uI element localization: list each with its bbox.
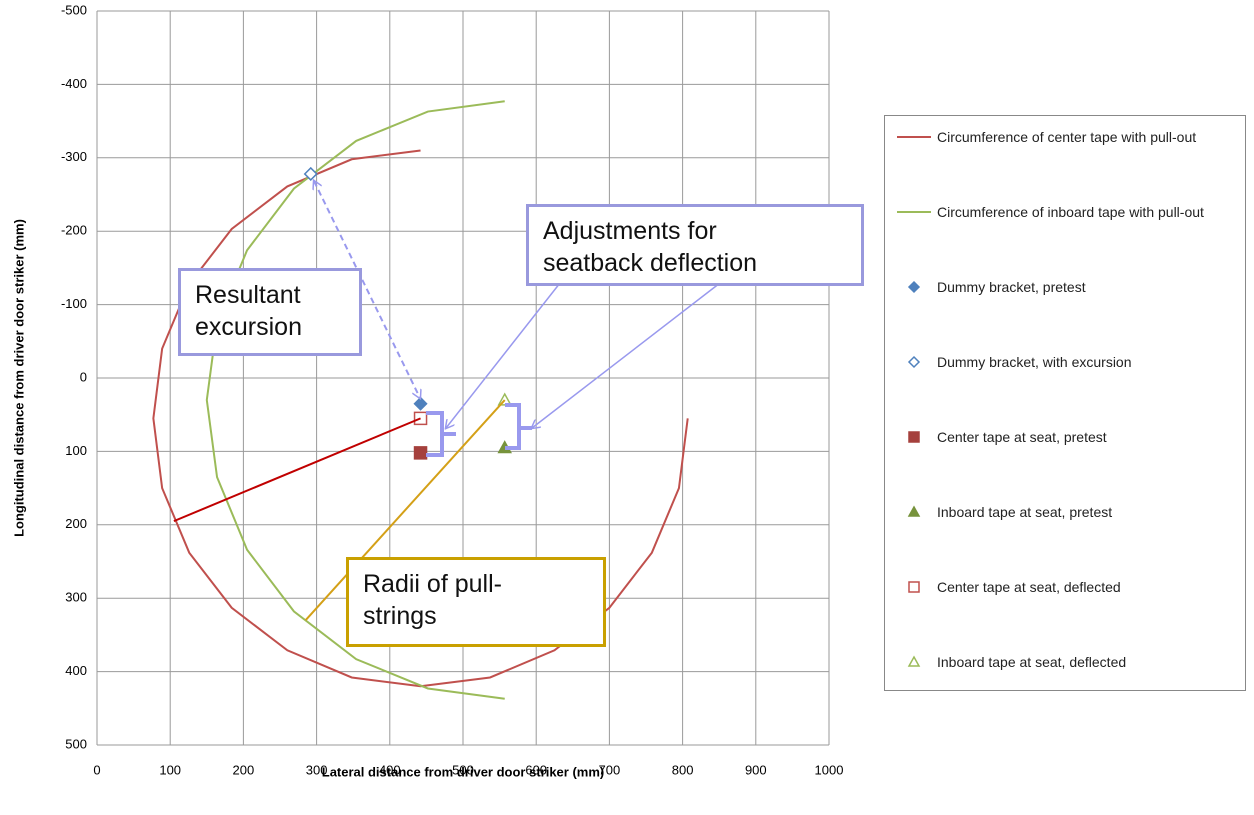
- x-tick-label: 300: [306, 762, 328, 777]
- legend-swatch: [907, 280, 921, 294]
- legend-label: Dummy bracket, with excursion: [937, 354, 1132, 370]
- marker: [908, 581, 920, 593]
- x-axis-title: Lateral distance from driver door strike…: [322, 764, 604, 779]
- y-axis-title: Longitudinal distance from driver door s…: [11, 219, 26, 537]
- x-tick-label: 1000: [815, 762, 844, 777]
- legend-swatch: [908, 431, 920, 443]
- arrow: [532, 282, 721, 428]
- brace: [426, 411, 456, 457]
- x-tick-label: 100: [159, 762, 181, 777]
- legend-label: Circumference of center tape with pull-o…: [937, 129, 1197, 145]
- legend-entry: Inboard tape at seat, deflected: [893, 651, 1245, 726]
- legend-swatch: [897, 211, 931, 213]
- y-tick-label: 300: [65, 590, 87, 605]
- annotation-box: Resultant excursion: [178, 268, 362, 356]
- legend-swatch: [907, 355, 921, 369]
- legend-label: Inboard tape at seat, pretest: [937, 504, 1113, 520]
- y-tick-label: 0: [80, 369, 87, 384]
- y-tick-label: -500: [61, 2, 87, 17]
- legend-swatch: [907, 505, 921, 517]
- legend-label: Center tape at seat, pretest: [937, 429, 1107, 445]
- legend-entry: Dummy bracket, with excursion: [893, 351, 1245, 426]
- marker: [907, 505, 921, 517]
- annotation-box: Adjustments for seatback deflection: [526, 204, 864, 286]
- x-tick-label: 900: [745, 762, 767, 777]
- brace: [505, 403, 532, 450]
- x-tick-label: 200: [233, 762, 255, 777]
- y-tick-label: -100: [61, 296, 87, 311]
- y-tick-label: -300: [61, 149, 87, 164]
- legend-entry: Center tape at seat, deflected: [893, 576, 1245, 651]
- x-tick-label: 600: [525, 762, 547, 777]
- annotation-text: excursion: [195, 313, 302, 341]
- marker: [907, 280, 921, 294]
- y-tick-label: 500: [65, 736, 87, 751]
- marker: [908, 431, 920, 443]
- legend-entry: Inboard tape at seat, pretest: [893, 501, 1245, 576]
- arrow: [314, 181, 420, 398]
- marker: [907, 655, 921, 667]
- legend-entry: Dummy bracket, pretest: [893, 276, 1245, 351]
- x-tick-label: 500: [452, 762, 474, 777]
- legend-label: Inboard tape at seat, deflected: [937, 654, 1127, 670]
- series-line: [205, 100, 505, 700]
- arrow: [446, 282, 561, 428]
- series-line: [304, 399, 506, 621]
- legend-label: Dummy bracket, pretest: [937, 279, 1086, 295]
- legend-swatch: [907, 655, 921, 667]
- annotation-text: Adjustments for: [543, 217, 717, 245]
- x-tick-label: 400: [379, 762, 401, 777]
- annotation-text: strings: [363, 602, 437, 630]
- x-tick-label: 800: [672, 762, 694, 777]
- y-tick-label: 200: [65, 516, 87, 531]
- marker: [303, 166, 318, 182]
- marker: [907, 355, 921, 369]
- annotation-text: Resultant: [195, 281, 301, 309]
- legend-label: Center tape at seat, deflected: [937, 579, 1121, 595]
- legend-swatch: [897, 136, 931, 138]
- x-tick-label: 700: [599, 762, 621, 777]
- series-line: [173, 417, 421, 523]
- annotation-text: Radii of pull-: [363, 570, 502, 598]
- legend: Circumference of center tape with pull-o…: [884, 115, 1246, 691]
- y-tick-label: -200: [61, 223, 87, 238]
- marker: [413, 396, 428, 411]
- legend-label: Circumference of inboard tape with pull-…: [937, 204, 1204, 220]
- annotation-text: seatback deflection: [543, 249, 758, 277]
- y-tick-label: -400: [61, 76, 87, 91]
- legend-entry: Center tape at seat, pretest: [893, 426, 1245, 501]
- annotation-box: Radii of pull-strings: [346, 557, 606, 647]
- x-tick-label: 0: [93, 762, 100, 777]
- marker: [413, 446, 428, 460]
- legend-entry: Circumference of center tape with pull-o…: [893, 126, 1245, 201]
- legend-entry: Circumference of inboard tape with pull-…: [893, 201, 1245, 276]
- y-tick-label: 100: [65, 443, 87, 458]
- series-line: [152, 149, 689, 688]
- legend-swatch: [908, 581, 920, 593]
- y-tick-label: 400: [65, 663, 87, 678]
